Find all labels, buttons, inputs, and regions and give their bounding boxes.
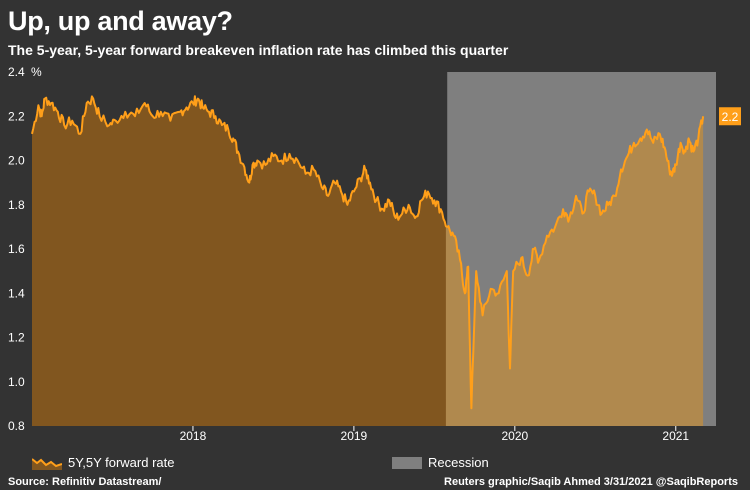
end-value-box (719, 107, 741, 126)
legend-line-label: 5Y,5Y forward rate (68, 455, 175, 470)
x-tick-label: 2018 (180, 429, 207, 443)
source-note: Source: Refinitiv Datastream/ (8, 476, 162, 488)
x-tick-label: 2019 (341, 429, 368, 443)
y-tick-label: 0.8 (8, 419, 25, 433)
x-tick-label: 2021 (662, 429, 689, 443)
area-layer (32, 96, 704, 426)
area-recession-period (445, 116, 704, 426)
y-tick-label: 2.4 (8, 65, 25, 79)
forward-rate-line (31, 95, 705, 410)
y-tick-label: 1.8 (8, 198, 25, 212)
area-pre-recession (32, 96, 449, 426)
legend-item-forward-rate: 5Y,5Y forward rate (32, 455, 174, 470)
legend-line-swatch (32, 457, 62, 470)
end-value-label: 2.2 (722, 110, 739, 124)
y-tick-label: 2.0 (8, 154, 25, 168)
chart-title: Up, up and away? (8, 6, 233, 36)
legend-recession-swatch (392, 456, 422, 469)
end-label-layer: 2.2 (719, 107, 741, 126)
y-axis: 0.8 1.0 1.2 1.4 1.6 1.8 2.0 2.2 2.4% (8, 65, 42, 433)
y-tick-label: 1.0 (8, 375, 25, 389)
legend-item-recession: Recession (392, 455, 489, 470)
credit-note: Reuters graphic/Saqib Ahmed 3/31/2021 @S… (444, 476, 738, 488)
y-tick-label: 1.2 (8, 331, 25, 345)
x-tick-label: 2020 (501, 429, 528, 443)
chart-subtitle: The 5-year, 5-year forward breakeven inf… (8, 42, 509, 58)
y-unit-label: % (31, 65, 42, 79)
legend-recession-label: Recession (428, 455, 489, 470)
y-tick-label: 2.2 (8, 109, 25, 123)
y-tick-label: 1.4 (8, 286, 25, 300)
line-layer (31, 95, 705, 410)
y-tick-label: 1.6 (8, 242, 25, 256)
x-axis: 2018 2019 2020 2021 (180, 426, 689, 443)
